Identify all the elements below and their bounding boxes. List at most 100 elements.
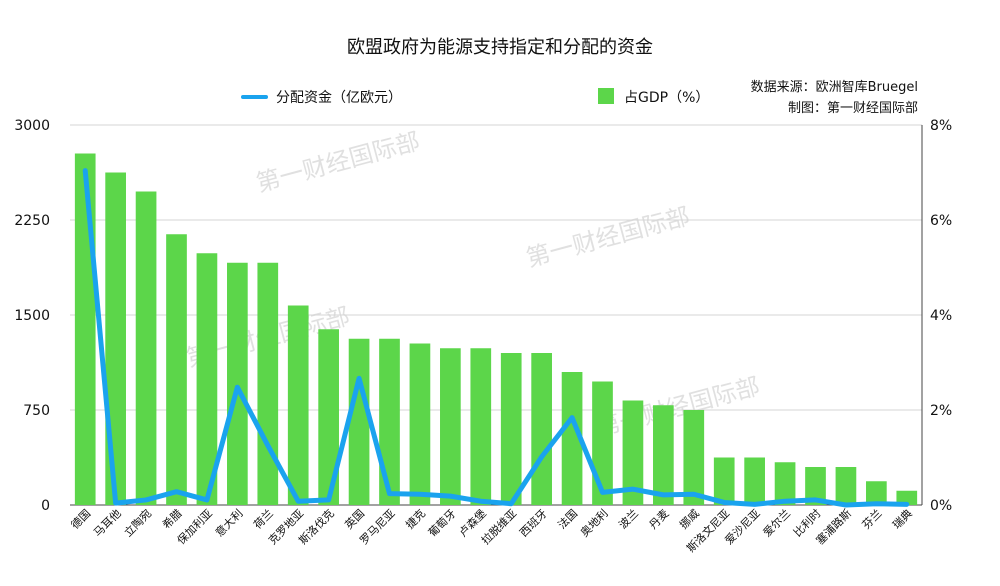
watermark-text-3: 第一财经国际部 — [593, 372, 763, 443]
bar — [287, 305, 309, 505]
line-point — [204, 497, 209, 502]
x-tick-label: 希腊 — [159, 506, 184, 531]
bar — [166, 234, 187, 505]
chart-title: 欧盟政府为能源支持指定和分配的资金 — [347, 37, 653, 58]
line-point — [357, 376, 362, 381]
bar — [196, 253, 218, 505]
y-left-tick-label: 1500 — [14, 308, 50, 324]
line-point — [661, 492, 666, 497]
x-tick-label: 葡萄牙 — [426, 507, 459, 540]
watermark-text-0: 第一财经国际部 — [253, 127, 423, 198]
bar — [257, 262, 279, 505]
y-right-tick-label: 8% — [930, 118, 952, 134]
legend-bar-label: 占GDP（%） — [624, 90, 709, 106]
line-point — [478, 499, 483, 504]
legend: 分配资金（亿欧元） 占GDP（%） — [241, 88, 709, 106]
x-tick-label: 英国 — [342, 506, 367, 531]
line-point — [722, 500, 727, 505]
line-point — [144, 497, 149, 502]
bar — [379, 338, 400, 505]
x-tick-label: 法国 — [555, 506, 580, 531]
bar — [500, 353, 522, 505]
line-point — [813, 497, 818, 502]
x-tick-label: 芬兰 — [860, 507, 885, 532]
y-right-tick-label: 0% — [930, 498, 952, 514]
line-point — [235, 385, 240, 390]
x-tick-label: 德国 — [68, 506, 93, 531]
line-point — [904, 502, 909, 507]
bar — [774, 462, 796, 505]
x-tick-label: 马耳他 — [91, 507, 124, 540]
x-tick-label: 奥地利 — [577, 506, 610, 539]
x-tick-label: 立陶宛 — [121, 506, 154, 539]
bar — [683, 410, 705, 505]
bar — [440, 348, 461, 505]
credit-note: 制图：第一财经国际部 — [788, 101, 918, 116]
line-point — [843, 503, 848, 507]
line-point — [570, 415, 575, 420]
x-tick-label: 爱尔兰 — [761, 507, 794, 540]
y-left-tick-label: 2250 — [14, 213, 50, 229]
line-point — [752, 502, 757, 507]
line-point — [509, 501, 514, 506]
line-point — [448, 494, 453, 499]
y-axis-right-ticks: 0% 2% 4% 6% 8% — [930, 118, 952, 514]
y-right-tick-label: 2% — [930, 403, 952, 419]
y-right-tick-label: 4% — [930, 308, 952, 324]
line-point — [174, 489, 179, 494]
x-tick-label: 丹麦 — [647, 507, 672, 532]
bar — [348, 338, 370, 505]
y-right-tick-label: 6% — [930, 213, 952, 229]
line-point — [874, 501, 879, 506]
bar — [713, 457, 735, 505]
x-tick-label: 西班牙 — [517, 507, 550, 540]
bar — [531, 353, 552, 505]
line-point — [539, 454, 544, 459]
legend-bar-swatch — [598, 88, 614, 104]
y-left-tick-label: 3000 — [14, 118, 50, 134]
y-left-tick-label: 750 — [23, 403, 50, 419]
x-tick-label: 瑞典 — [889, 506, 914, 531]
line-point — [83, 168, 88, 173]
x-tick-label: 波兰 — [616, 507, 641, 532]
bar — [805, 467, 826, 505]
x-tick-label: 荷兰 — [251, 507, 276, 532]
y-axis-left-ticks: 0 750 1500 2250 3000 — [14, 118, 50, 514]
line-point — [691, 492, 696, 497]
watermark-text-1: 第一财经国际部 — [523, 202, 693, 273]
bar — [74, 153, 96, 505]
line-point — [387, 491, 392, 496]
x-tick-label: 捷克 — [403, 506, 428, 531]
x-tick-label: 意大利 — [212, 506, 245, 539]
x-tick-label: 挪威 — [676, 506, 701, 531]
line-point — [600, 490, 605, 495]
line-point — [296, 499, 301, 504]
bar — [318, 329, 339, 505]
bar — [653, 405, 674, 505]
bar — [896, 490, 918, 505]
line-series — [82, 168, 910, 508]
line-point — [630, 487, 635, 492]
bar — [227, 262, 248, 505]
line-point — [783, 499, 788, 504]
bar — [561, 372, 583, 505]
bar — [135, 191, 157, 505]
line-point — [113, 501, 118, 506]
legend-line-label: 分配资金（亿欧元） — [276, 90, 402, 106]
source-note: 数据来源：欧洲智库Bruegel — [751, 79, 918, 95]
bar — [866, 481, 887, 505]
bar — [744, 457, 765, 505]
y-left-tick-label: 0 — [41, 498, 50, 514]
bar — [622, 400, 644, 505]
bar — [105, 172, 126, 505]
line-point — [417, 492, 422, 497]
bar — [835, 467, 857, 505]
funding-line — [82, 168, 910, 508]
line-point — [326, 497, 331, 502]
bar — [470, 348, 492, 505]
line-point — [265, 443, 270, 448]
bar-series — [74, 153, 918, 505]
bar — [409, 343, 431, 505]
